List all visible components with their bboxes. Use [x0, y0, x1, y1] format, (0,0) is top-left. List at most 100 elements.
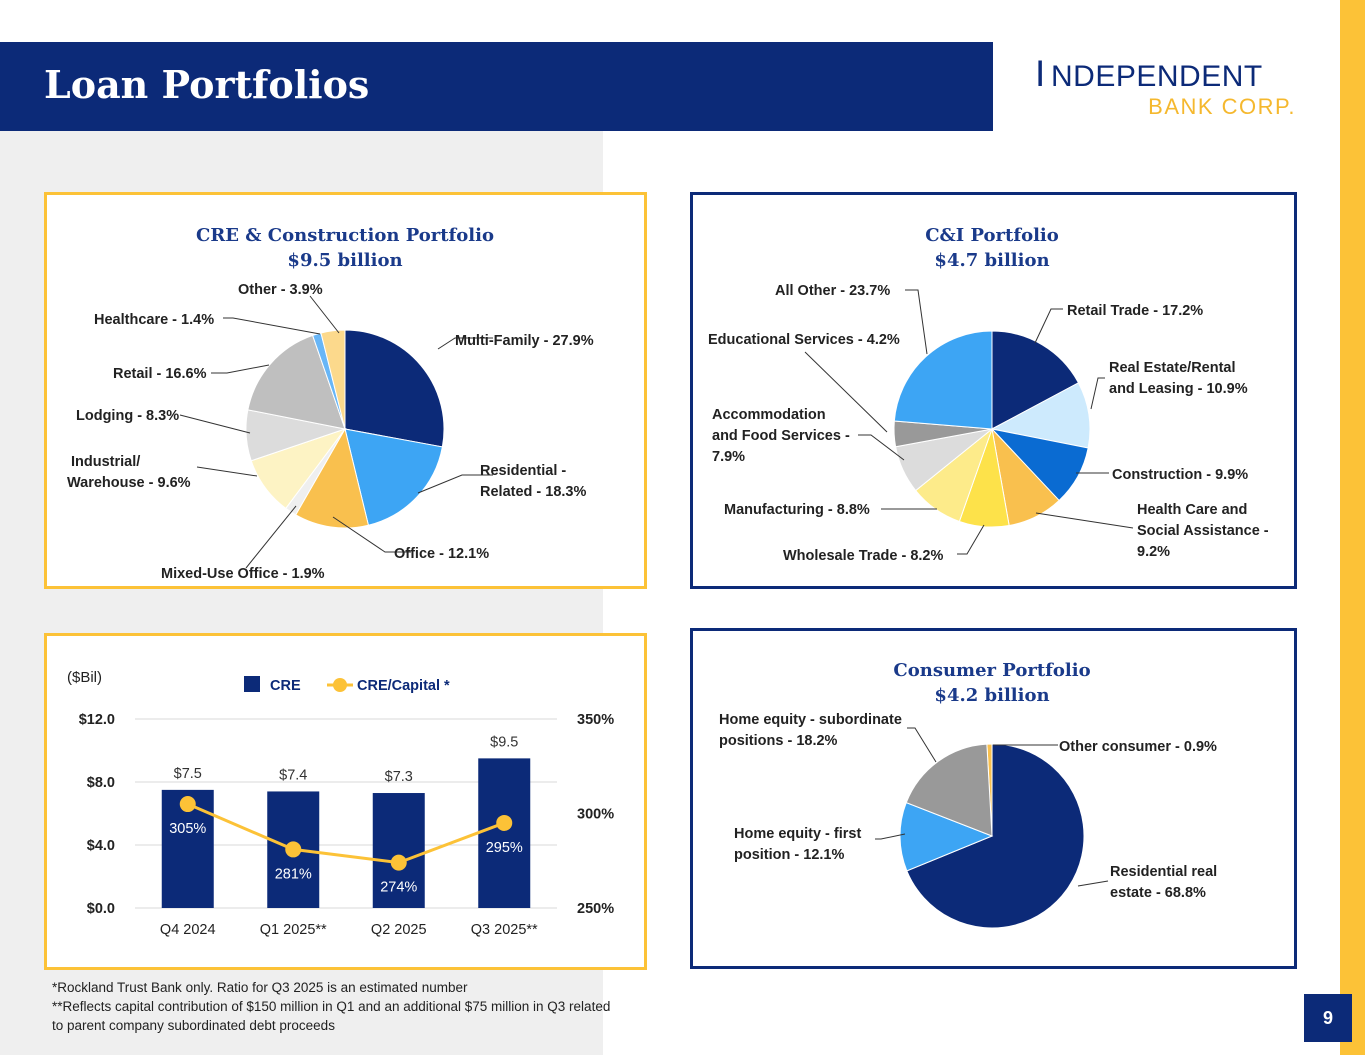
cre-label-multi-family: Multi-Family - 27.9% [455, 333, 594, 349]
ci-label-manufacturing: Manufacturing - 8.8% [724, 502, 870, 518]
logo-line2: BANK CORP. [1128, 92, 1298, 128]
consumer-slice-2 [899, 801, 994, 872]
bar-series-cre: $7.5 $7.4 $7.3 $9.5 [161, 734, 531, 908]
cre-chart-title: CRE & Construction Portfolio [196, 225, 494, 246]
x-tick-2: Q2 2025 [371, 922, 427, 938]
logo-wordmark: I NDEPENDENT [1035, 53, 1263, 94]
consumer-chart-title: Consumer Portfolio [893, 660, 1090, 681]
ci-slice-0 [991, 330, 1080, 430]
ratio-label-3: 295% [486, 840, 523, 856]
ci-label-health-care: Health Care and Social Assistance -9.2% [1137, 502, 1269, 560]
cre-label-healthcare: Healthcare - 1.4% [94, 312, 214, 328]
x-tick-0: Q4 2024 [160, 922, 216, 938]
cre-portfolio-panel: CRE & Construction Portfolio $9.5 billio… [44, 192, 647, 589]
cre-label-retail: Retail - 16.6% [113, 366, 207, 382]
bar-x-ticks: Q4 2024 Q1 2025** Q2 2025 Q3 2025** [160, 922, 538, 938]
y-tick-2: $8.0 [87, 775, 115, 791]
svg-text:NDEPENDENT: NDEPENDENT [1051, 60, 1263, 93]
y2-tick-2: 350% [577, 712, 614, 728]
ratio-point-1 [285, 841, 302, 858]
page-number: 9 [1304, 994, 1352, 1042]
cre-slice-1 [344, 428, 443, 526]
cre-bar-panel: ($Bil) CRE CRE/Capital * $0.0 $4.0 $8.0 $12… [44, 633, 647, 970]
bar-y2-ticks: 250% 300% 350% [577, 712, 614, 917]
ci-pie-chart: C&I Portfolio $4.7 billion Retail Trade … [708, 225, 1269, 564]
ratio-point-3 [496, 814, 513, 831]
x-tick-3: Q3 2025** [471, 922, 538, 938]
cre-chart-subtitle: $9.5 billion [287, 250, 402, 271]
header-bar [0, 42, 993, 131]
bar-3 [478, 758, 531, 908]
legend-cre-swatch [244, 676, 260, 692]
ci-pie-slices [893, 330, 1091, 528]
ci-chart-title: C&I Portfolio [925, 225, 1059, 246]
legend-cre-label: CRE [270, 678, 301, 694]
footnote-1: *Rockland Trust Bank only. Ratio for Q3 … [52, 980, 468, 995]
consumer-leader-lines [875, 727, 1109, 887]
ci-label-all-other: All Other - 23.7% [775, 283, 890, 299]
ratio-point-2 [390, 854, 407, 871]
bar-value-label-0: $7.5 [174, 766, 202, 782]
consumer-pie-chart: Consumer Portfolio $4.2 billion Other co… [719, 660, 1217, 929]
cre-label-other: Other - 3.9% [238, 282, 323, 298]
line-series-ratio: 305% 281% 274% 295% [169, 796, 523, 896]
legend-ratio-label: CRE/Capital * [357, 678, 450, 694]
gold-side-stripe [1340, 0, 1365, 1055]
consumer-label-residential: Residential real estate - 68.8% [1110, 864, 1217, 901]
ci-label-construction: Construction - 9.9% [1112, 467, 1248, 483]
company-logo: I NDEPENDENT BANK CORP. [1010, 52, 1300, 124]
ci-label-real-estate: Real Estate/Rental and Leasing - 10.9% [1109, 360, 1248, 397]
ci-label-educational: Educational Services - 4.2% [708, 332, 900, 348]
legend-ratio-marker [333, 678, 347, 692]
cre-label-residential: Residential -Related - 18.3% [480, 463, 586, 500]
svg-text:I: I [1035, 53, 1045, 94]
logo-line1: I NDEPENDENT [1035, 52, 1300, 105]
bar-value-label-1: $7.4 [279, 767, 307, 783]
consumer-label-home-equity-sub: Home equity - subordinate positions - 18.… [719, 712, 902, 749]
cre-label-lodging: Lodging - 8.3% [76, 408, 179, 424]
ci-label-wholesale: Wholesale Trade - 8.2% [783, 548, 943, 564]
cre-label-mixed-use: Mixed-Use Office - 1.9% [161, 566, 325, 582]
cre-pie-slices [245, 329, 445, 529]
ci-label-retail-trade: Retail Trade - 17.2% [1067, 303, 1203, 319]
cre-leader-lines [179, 295, 493, 569]
ratio-label-2: 274% [380, 880, 417, 896]
page-title: Loan Portfolios [44, 62, 370, 107]
consumer-slice-3 [905, 743, 993, 837]
footnotes: *Rockland Trust Bank only. Ratio for Q3 … [52, 978, 612, 1035]
x-tick-1: Q1 2025** [260, 922, 327, 938]
bar-2 [372, 793, 425, 908]
ci-slice-8 [893, 330, 993, 430]
y-tick-0: $0.0 [87, 901, 115, 917]
y2-tick-0: 250% [577, 901, 614, 917]
cre-bar-chart: ($Bil) CRE CRE/Capital * $0.0 $4.0 $8.0 $12… [67, 669, 614, 938]
bar-y-ticks: $0.0 $4.0 $8.0 $12.0 [79, 712, 115, 917]
y2-tick-1: 300% [577, 807, 614, 823]
cre-slice-2 [294, 427, 370, 529]
footnote-2: **Reflects capital contribution of $150 … [52, 999, 611, 1033]
ratio-point-0 [179, 796, 196, 813]
ratio-label-1: 281% [275, 866, 312, 882]
cre-slice-0 [344, 329, 445, 448]
consumer-label-other: Other consumer - 0.9% [1059, 739, 1217, 755]
ci-portfolio-panel: C&I Portfolio $4.7 billion Retail Trade … [690, 192, 1297, 589]
y-tick-3: $12.0 [79, 712, 115, 728]
cre-slice-8 [320, 329, 346, 430]
svg-text:BANK CORP.: BANK CORP. [1148, 94, 1296, 119]
consumer-label-home-equity-first: Home equity - first position - 12.1% [734, 826, 861, 863]
ci-label-accommodation: Accommodation and Food Services -7.9% [712, 407, 850, 465]
cre-label-office: Office - 12.1% [394, 546, 489, 562]
cre-pie-chart: CRE & Construction Portfolio $9.5 billio… [67, 225, 594, 582]
bar-value-label-2: $7.3 [385, 769, 413, 785]
cre-label-industrial: Industrial/Warehouse - 9.6% [67, 454, 191, 491]
consumer-slice-1 [906, 743, 1085, 929]
ci-chart-subtitle: $4.7 billion [934, 250, 1049, 271]
ratio-label-0: 305% [169, 821, 206, 837]
bar-value-label-3: $9.5 [490, 734, 518, 750]
ratio-line [187, 802, 505, 865]
consumer-chart-subtitle: $4.2 billion [934, 685, 1049, 706]
ci-leader-lines [804, 289, 1134, 555]
bar-unit-label: ($Bil) [67, 669, 102, 686]
consumer-portfolio-panel: Consumer Portfolio $4.2 billion Other co… [690, 628, 1297, 969]
logo-subword: BANK CORP. [1148, 94, 1296, 119]
